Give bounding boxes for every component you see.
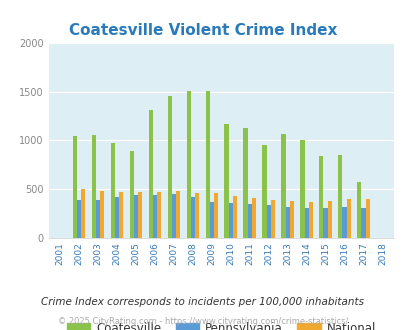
Bar <box>111 143 115 238</box>
Text: Crime Index corresponds to incidents per 100,000 inhabitants: Crime Index corresponds to incidents per… <box>41 297 364 307</box>
Bar <box>157 192 161 238</box>
Bar <box>228 203 232 238</box>
Bar <box>346 199 350 238</box>
Bar <box>224 124 228 238</box>
Bar <box>232 196 237 238</box>
Bar <box>300 140 304 238</box>
Bar <box>77 200 81 238</box>
Bar <box>318 156 323 238</box>
Bar <box>243 128 247 238</box>
Bar <box>115 197 119 238</box>
Bar <box>213 193 217 238</box>
Bar <box>190 197 194 238</box>
Bar <box>138 192 142 238</box>
Bar <box>323 208 327 238</box>
Bar <box>129 151 134 238</box>
Bar <box>262 145 266 238</box>
Bar <box>205 91 209 238</box>
Text: © 2025 CityRating.com - https://www.cityrating.com/crime-statistics/: © 2025 CityRating.com - https://www.city… <box>58 317 347 326</box>
Bar <box>171 194 175 238</box>
Bar <box>356 182 360 238</box>
Bar <box>194 193 198 238</box>
Bar <box>72 136 77 238</box>
Bar <box>337 155 341 238</box>
Bar <box>134 195 138 238</box>
Bar <box>341 208 346 238</box>
Bar <box>119 192 123 238</box>
Bar <box>186 91 190 238</box>
Bar <box>270 200 274 238</box>
Bar <box>96 200 100 238</box>
Bar <box>81 189 85 238</box>
Bar <box>100 191 104 238</box>
Bar <box>364 199 369 238</box>
Text: Coatesville Violent Crime Index: Coatesville Violent Crime Index <box>68 23 337 38</box>
Bar <box>308 202 312 238</box>
Bar <box>281 134 285 238</box>
Bar <box>209 202 213 238</box>
Legend: Coatesville, Pennsylvania, National: Coatesville, Pennsylvania, National <box>62 317 379 330</box>
Bar <box>175 191 180 238</box>
Bar <box>266 205 270 238</box>
Bar <box>304 209 308 238</box>
Bar <box>289 201 293 238</box>
Bar <box>247 204 251 238</box>
Bar <box>360 208 364 238</box>
Bar <box>167 96 171 238</box>
Bar <box>92 135 96 238</box>
Bar <box>327 201 331 238</box>
Bar <box>152 195 157 238</box>
Bar <box>251 198 255 238</box>
Bar <box>148 110 152 238</box>
Bar <box>285 208 289 238</box>
